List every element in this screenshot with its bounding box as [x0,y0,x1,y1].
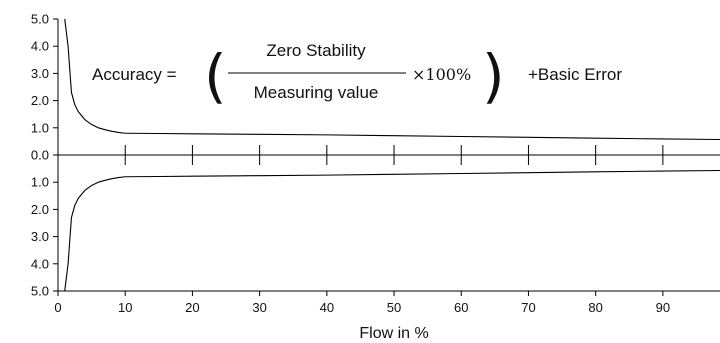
formula-multiplier: ×100% [412,65,471,84]
y-tick-label: 1.0 [31,175,49,190]
x-tick-label: 30 [252,300,266,315]
y-ticks: 5.0 4.0 3.0 2.0 1.0 0.0 1.0 2.0 3.0 4.0 5.0 [31,12,58,299]
lower-accuracy-curve [64,169,720,292]
x-ticks: 0 10 20 30 40 50 60 70 80 90 [54,291,670,315]
y-tick-label: 5.0 [31,284,49,299]
upper-accuracy-curve [64,18,720,141]
y-tick-label: 3.0 [31,66,49,81]
x-tick-label: 50 [387,300,401,315]
x-tick-label: 40 [320,300,334,315]
y-tick-label: 3.0 [31,229,49,244]
y-tick-label: 5.0 [31,12,49,27]
formula-lhs: Accuracy = [92,65,177,84]
x-axis-title: Flow in % [359,325,428,342]
x-tick-label: 20 [185,300,199,315]
accuracy-formula: Accuracy = ( Zero Stability Measuring va… [92,41,622,110]
y-tick-label: 2.0 [31,93,49,108]
x-tick-label: 90 [656,300,670,315]
y-tick-label: 4.0 [31,39,49,54]
x-tick-label: 10 [118,300,132,315]
formula-open-paren: ( [204,42,227,110]
y-tick-label: 0.0 [31,148,49,163]
formula-close-paren: ) [482,42,505,110]
x-tick-label: 80 [588,300,602,315]
y-tick-label: 2.0 [31,202,49,217]
axes [57,19,720,292]
x-tick-label: 0 [54,300,61,315]
y-tick-label: 1.0 [31,120,49,135]
formula-suffix: +Basic Error [528,65,622,84]
x-tick-label: 60 [454,300,468,315]
y-tick-label: 4.0 [31,256,49,271]
x-tick-label: 70 [521,300,535,315]
zero-line-ticks [124,145,664,165]
series-group [64,18,720,292]
formula-numerator: Zero Stability [266,41,366,60]
formula-denominator: Measuring value [254,83,379,102]
